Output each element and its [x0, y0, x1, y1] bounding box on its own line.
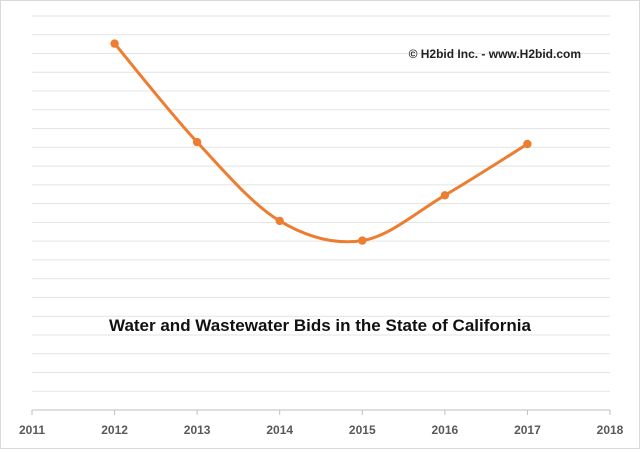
x-tick-label: 2012 [101, 423, 128, 437]
data-point [358, 236, 367, 245]
x-tick-label: 2013 [184, 423, 211, 437]
copyright-annotation: © H2bid Inc. - www.H2bid.com [409, 47, 581, 61]
data-point [275, 216, 284, 226]
data-point [110, 39, 119, 48]
x-tick-label: 2014 [266, 423, 293, 437]
series-line [113, 42, 529, 244]
x-tick-label: 2016 [432, 423, 459, 437]
x-axis-ticks: 2011 2012 2013 2014 2015 2016 2017 2018 [19, 410, 624, 437]
data-point [192, 137, 202, 147]
series-layer [110, 39, 532, 245]
data-point [440, 191, 450, 200]
x-tick-label: 2017 [514, 423, 541, 437]
x-tick-label: 2011 [19, 423, 45, 437]
gridlines [32, 15, 610, 392]
x-tick-label: 2015 [349, 423, 376, 437]
data-point [523, 139, 532, 149]
x-tick-label: 2018 [597, 423, 624, 437]
chart-title: Water and Wastewater Bids in the State o… [109, 316, 531, 335]
